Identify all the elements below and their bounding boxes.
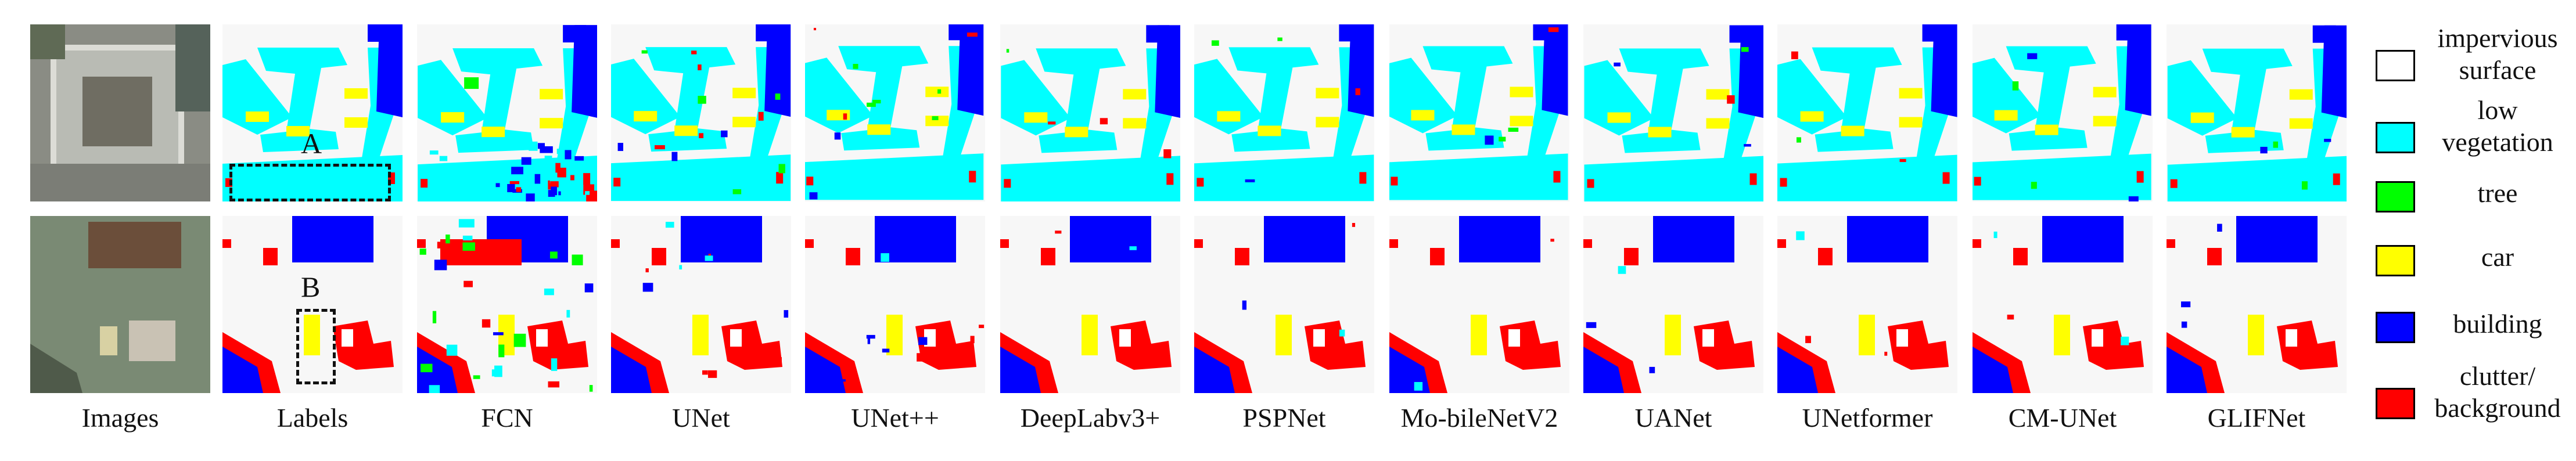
unet-top-tile: [805, 24, 985, 201]
column-label-pspnet: PSPNet: [1242, 403, 1326, 433]
mo-bilenetv2-top-tile: [1389, 24, 1569, 201]
clutter-background-swatch: [2376, 388, 2415, 419]
labels-top-tile: [222, 24, 403, 201]
legend-line1: clutter/: [2459, 361, 2536, 391]
unet-bottom-tile: [805, 216, 985, 393]
uanet-top-tile: [1583, 24, 1763, 201]
glifnet-top-tile: [2167, 24, 2347, 201]
legend-label-5: clutter/background: [2428, 360, 2567, 424]
column-label-labels: Labels: [276, 403, 349, 433]
legend-label-4: building: [2428, 308, 2567, 340]
legend-line1: car: [2481, 242, 2514, 272]
unetformer-top-tile: [1777, 24, 1957, 201]
legend-line1: tree: [2477, 178, 2518, 208]
building-swatch: [2376, 312, 2415, 343]
fcn-top-tile: [417, 24, 597, 201]
tree-swatch: [2376, 181, 2415, 213]
region-a-box: [229, 164, 391, 201]
legend-label-0: impervious surface: [2428, 22, 2567, 86]
region-b-box: [296, 309, 336, 384]
column-label-unet: UNet++: [851, 403, 939, 433]
pspnet-bottom-tile: [1194, 216, 1374, 393]
images-bottom-tile: [30, 216, 210, 393]
impervious-surface-swatch: [2376, 50, 2415, 81]
legend-line1: low: [2477, 95, 2518, 125]
pspnet-top-tile: [1194, 24, 1374, 201]
legend-line1: impervious: [2437, 23, 2558, 53]
low-vegetation-swatch: [2376, 122, 2415, 153]
cm-unet-bottom-tile: [1973, 216, 2153, 393]
legend-label-1: low vegetation: [2428, 94, 2567, 158]
legend-line2: background: [2434, 393, 2561, 423]
images-top-tile: [30, 24, 210, 201]
deeplabv3-top-tile: [1000, 24, 1180, 201]
cm-unet-top-tile: [1973, 24, 2153, 201]
labels-bottom-tile: [222, 216, 403, 393]
mo-bilenetv2-bottom-tile: [1389, 216, 1569, 393]
column-label-deeplabv3: DeepLabv3+: [1020, 403, 1161, 433]
legend-label-3: car: [2428, 241, 2567, 273]
region-a-label: A: [301, 127, 322, 160]
column-label-mo-bilenetv2: Mo-bileNetV2: [1400, 403, 1558, 433]
column-label-uanet: UANet: [1634, 403, 1712, 433]
uanet-bottom-tile: [1583, 216, 1763, 393]
glifnet-bottom-tile: [2167, 216, 2347, 393]
legend-line2: surface: [2459, 55, 2537, 85]
column-label-cm-unet: CM-UNet: [2008, 403, 2117, 433]
column-label-unet: UNet: [672, 403, 730, 433]
deeplabv3-bottom-tile: [1000, 216, 1180, 393]
legend-line1: building: [2453, 309, 2542, 338]
car-swatch: [2376, 245, 2415, 276]
fcn-bottom-tile: [417, 216, 597, 393]
column-label-images: Images: [81, 403, 159, 433]
legend-label-2: tree: [2428, 177, 2567, 209]
unet-top-tile: [611, 24, 791, 201]
unet-bottom-tile: [611, 216, 791, 393]
unetformer-bottom-tile: [1777, 216, 1957, 393]
column-label-glifnet: GLIFNet: [2207, 403, 2306, 433]
legend-line2: vegetation: [2442, 127, 2553, 157]
column-label-unetformer: UNetformer: [1802, 403, 1933, 433]
region-b-label: B: [301, 271, 321, 303]
column-label-fcn: FCN: [481, 403, 533, 433]
